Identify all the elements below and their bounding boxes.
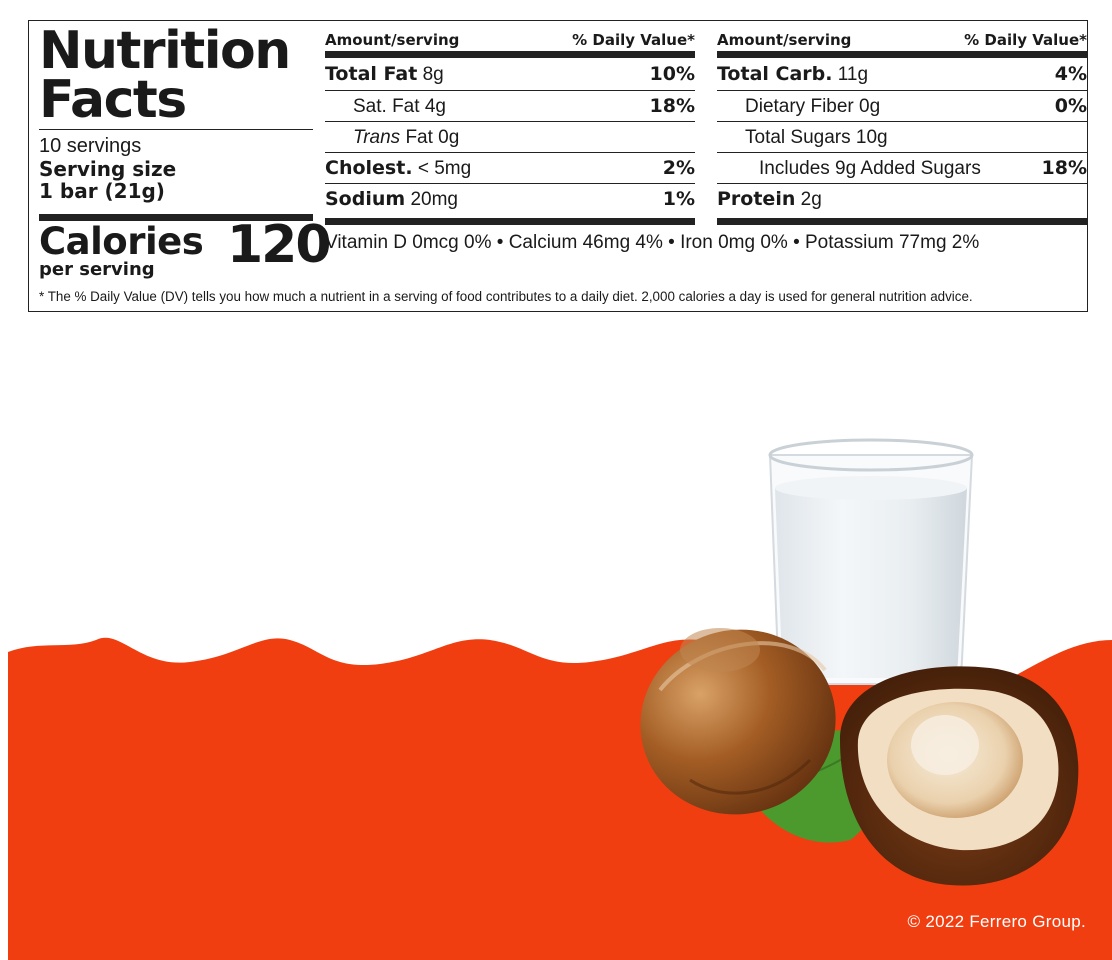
nutrient-name: Includes 9g Added Sugars — [759, 158, 981, 179]
nutrient-amount: < 5mg — [417, 158, 472, 179]
nutrient-row: Cholest. < 5mg 2% — [325, 152, 695, 184]
header-rule — [717, 51, 1087, 58]
calories-rule — [39, 214, 313, 221]
nutrient-name: Total Fat — [325, 63, 418, 85]
nutrient-amount: 4g — [424, 96, 446, 117]
vitamins-minerals: Vitamin D 0mcg 0% • Calcium 46mg 4% • Ir… — [325, 232, 980, 253]
header-amount: Amount/serving — [717, 31, 852, 49]
nutrient-dv: 18% — [649, 95, 695, 117]
nutrient-name: Cholest. — [325, 157, 413, 179]
nutrient-amount: 11g — [837, 64, 869, 85]
hazelnut-icon — [640, 628, 836, 815]
header-daily-value: % Daily Value* — [964, 31, 1087, 49]
nutrient-column-right: Amount/serving % Daily Value* Total Carb… — [717, 31, 1087, 221]
header-amount: Amount/serving — [325, 31, 460, 49]
nutrition-facts-title: Nutrition Facts — [39, 21, 291, 130]
nutrient-dv: 1% — [662, 188, 695, 210]
nutrition-facts-label: Nutrition Facts 10 servings Serving size… — [28, 20, 1088, 312]
nutrient-name: Dietary Fiber — [745, 96, 854, 117]
nutrient-row: Includes 9g Added Sugars 18% — [717, 152, 1087, 184]
calories-label: Calories — [39, 220, 204, 263]
nutrient-amount: 20mg — [410, 189, 458, 210]
copyright-notice: © 2022 Ferrero Group. — [907, 912, 1086, 931]
nutrient-row: Total Sugars 10g — [717, 121, 1087, 153]
nutrient-name: Sat. Fat — [353, 96, 420, 117]
serving-size-value: 1 bar (21g) — [39, 179, 165, 203]
nutrient-name: Total Carb. — [717, 63, 833, 85]
servings-per-container: 10 servings — [39, 135, 142, 157]
nutrient-amount: 2g — [800, 189, 822, 210]
nutrient-amount: 10g — [855, 127, 888, 148]
calories-per-serving: per serving — [39, 259, 155, 280]
orange-wave-band — [8, 637, 1112, 960]
nutrient-amount: Fat 0g — [405, 127, 460, 148]
nutrient-dv: 10% — [649, 63, 695, 85]
title-line-1: Nutrition — [39, 21, 291, 81]
nutrient-dv: 18% — [1041, 157, 1087, 179]
nutrient-name: Total Sugars — [745, 127, 851, 148]
nutrient-amount: 8g — [422, 64, 444, 85]
nutrient-row: Sodium 20mg 1% — [325, 183, 695, 215]
calories-value: 120 — [227, 215, 332, 275]
title-rule — [39, 129, 313, 130]
daily-value-footnote: * The % Daily Value (DV) tells you how m… — [39, 289, 973, 304]
title-line-2: Facts — [39, 70, 187, 130]
nutrients-bottom-rule — [325, 218, 1087, 225]
nutrient-row: Protein 2g — [717, 183, 1087, 215]
nutrient-dv: 0% — [1054, 95, 1087, 117]
nutrient-row: Sat. Fat 4g 18% — [325, 90, 695, 122]
nutrient-name: Sodium — [325, 188, 406, 210]
nutrient-dv: 4% — [1054, 63, 1087, 85]
nutrient-row: Trans Fat 0g — [325, 121, 695, 153]
column-header: Amount/serving % Daily Value* — [325, 31, 695, 49]
product-illustration — [8, 438, 1112, 960]
header-daily-value: % Daily Value* — [572, 31, 695, 49]
nutrient-amount: 0g — [859, 96, 881, 117]
milk-glass-icon — [768, 438, 974, 685]
nutrient-column-left: Amount/serving % Daily Value* Total Fat … — [325, 31, 695, 221]
nutrient-row: Total Fat 8g 10% — [325, 59, 695, 90]
nutrient-name: Trans — [353, 127, 401, 148]
nutrient-dv: 2% — [662, 157, 695, 179]
nutrient-row: Total Carb. 11g 4% — [717, 59, 1087, 90]
serving-size-label: Serving size — [39, 157, 177, 181]
column-header: Amount/serving % Daily Value* — [717, 31, 1087, 49]
nutrient-row: Dietary Fiber 0g 0% — [717, 90, 1087, 122]
header-rule — [325, 51, 695, 58]
serving-size: Serving size 1 bar (21g) — [39, 158, 176, 202]
cracked-hazelnut-icon — [840, 666, 1079, 886]
nutrient-name: Protein — [717, 188, 796, 210]
